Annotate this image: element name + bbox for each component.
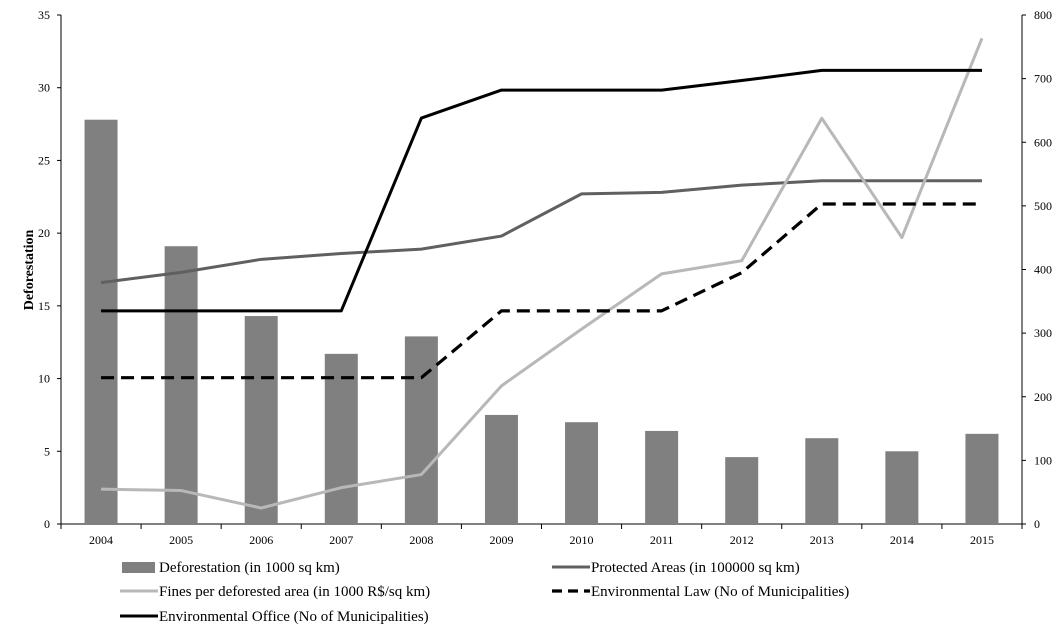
x-tick-label: 2004: [89, 533, 113, 547]
right-y-tick-label: 300: [1034, 326, 1052, 340]
left-y-tick-label: 35: [38, 8, 50, 22]
x-tick-label: 2015: [970, 533, 994, 547]
bar: [404, 336, 438, 524]
legend-label: Fines per deforested area (in 1000 R$/sq…: [159, 584, 430, 600]
bar: [484, 414, 518, 524]
bar: [164, 246, 198, 524]
right-y-tick-label: 0: [1034, 517, 1040, 531]
legend-label: Environmental Office (No of Municipaliti…: [159, 609, 429, 625]
right-y-tick-label: 100: [1034, 453, 1052, 467]
right-y-tick-label: 600: [1034, 135, 1052, 149]
x-tick-label: 2013: [810, 533, 834, 547]
legend-label: Environmental Law (No of Municipalities): [591, 584, 849, 600]
left-y-tick-label: 10: [38, 372, 50, 386]
series-line: [101, 68, 982, 313]
x-tick-label: 2007: [329, 533, 353, 547]
bar: [725, 457, 759, 524]
legend-label: Protected Areas (in 100000 sq km): [591, 560, 800, 576]
series-line: [101, 202, 982, 380]
series-line: [101, 37, 984, 510]
left-y-tick-label: 25: [38, 153, 50, 167]
left-y-tick-label: 30: [38, 81, 50, 95]
bar: [645, 430, 679, 524]
left-y-tick-label: 15: [38, 299, 50, 313]
bar: [244, 316, 278, 524]
bar-series: [84, 119, 999, 525]
x-tick-label: 2010: [570, 533, 594, 547]
legend: Deforestation (in 1000 sq km) Protected A…: [120, 560, 849, 625]
x-tick-label: 2008: [409, 533, 433, 547]
axis-ticks: 0 5 10 15 20 25 30 35 0 100 200 300 400 500 600 700 800 2…: [38, 8, 1052, 547]
bar: [84, 119, 118, 525]
bar: [965, 433, 999, 524]
x-tick-label: 2009: [489, 533, 513, 547]
right-y-tick-label: 400: [1034, 263, 1052, 277]
right-y-tick-label: 200: [1034, 390, 1052, 404]
series-line: [100, 179, 982, 285]
bar: [565, 422, 599, 524]
x-tick-label: 2012: [730, 533, 754, 547]
x-tick-label: 2014: [890, 533, 914, 547]
y-axis-label: Deforestation: [22, 229, 37, 310]
right-y-tick-label: 800: [1034, 8, 1052, 22]
x-tick-label: 2011: [650, 533, 674, 547]
bar: [324, 353, 358, 524]
bar: [805, 438, 839, 524]
legend-label: Deforestation (in 1000 sq km): [159, 560, 340, 576]
x-tick-label: 2006: [249, 533, 273, 547]
legend-swatch: [122, 562, 155, 573]
right-y-tick-label: 500: [1034, 199, 1052, 213]
bar: [885, 451, 919, 524]
line-series: [100, 37, 984, 510]
x-tick-label: 2005: [169, 533, 193, 547]
right-y-tick-label: 700: [1034, 72, 1052, 86]
left-y-tick-label: 5: [44, 444, 50, 458]
plot-area: 0 5 10 15 20 25 30 35 0 100 200 300 400 500 600 700 800 2…: [38, 8, 1052, 547]
left-y-tick-label: 0: [44, 517, 50, 531]
left-y-tick-label: 20: [38, 226, 50, 240]
